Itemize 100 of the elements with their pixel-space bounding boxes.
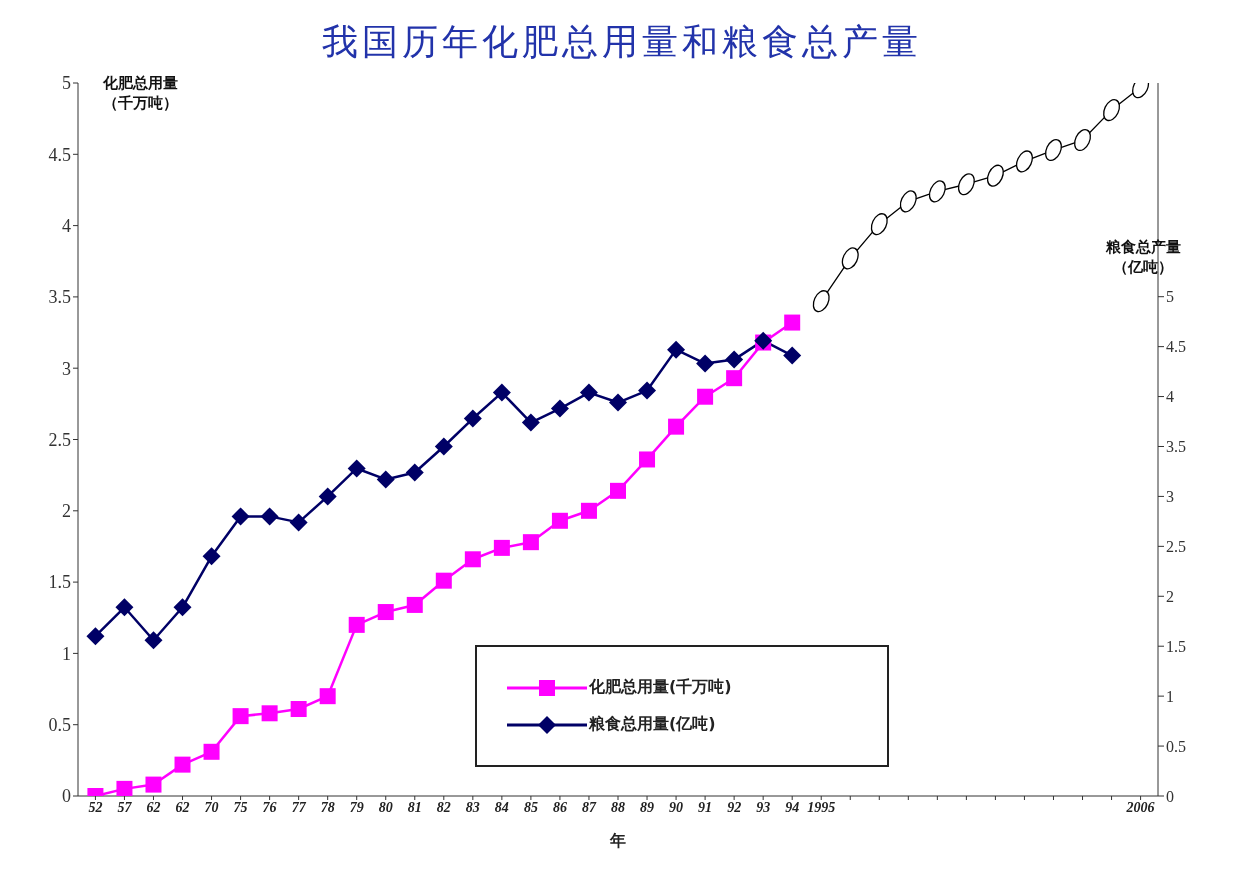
point bbox=[434, 437, 453, 456]
point bbox=[696, 354, 715, 373]
y2-tick-label: 0 bbox=[1166, 787, 1174, 805]
point bbox=[202, 547, 221, 566]
y-axis-title: 化肥总用量（千万吨） bbox=[102, 74, 178, 112]
point bbox=[841, 247, 859, 270]
point bbox=[783, 346, 802, 365]
y-tick-label: 1 bbox=[62, 643, 71, 664]
legend-label: 化肥总用量(千万吨) bbox=[589, 677, 732, 698]
point bbox=[928, 180, 946, 203]
y-tick-label: 3 bbox=[62, 358, 71, 379]
x-tick-label: 62 bbox=[175, 799, 190, 815]
x-tick-label: 78 bbox=[320, 799, 335, 815]
point bbox=[290, 701, 307, 718]
x-tick-label: 85 bbox=[523, 799, 538, 815]
x-tick-label: 79 bbox=[349, 799, 364, 815]
y-tick-label: 2.5 bbox=[48, 429, 71, 450]
point bbox=[726, 370, 743, 387]
point bbox=[550, 399, 569, 418]
x-tick-label: 94 bbox=[785, 799, 800, 815]
point bbox=[86, 627, 105, 646]
y2-tick-label: 2 bbox=[1166, 587, 1174, 605]
point bbox=[812, 290, 830, 313]
y2-tick-label: 2.5 bbox=[1166, 538, 1186, 556]
y-tick-label: 3.5 bbox=[48, 287, 71, 308]
point bbox=[232, 708, 249, 725]
point bbox=[1015, 150, 1033, 173]
point bbox=[406, 596, 423, 613]
point bbox=[289, 513, 308, 532]
point bbox=[260, 507, 279, 526]
y-tick-label: 5 bbox=[62, 73, 71, 94]
y2-tick-label: 3 bbox=[1166, 488, 1174, 506]
point bbox=[116, 780, 133, 796]
x-tick-label: 76 bbox=[262, 799, 277, 815]
point bbox=[1044, 138, 1062, 162]
y2-tick-label: 4.5 bbox=[1166, 338, 1186, 356]
x-tick-label: 70 bbox=[204, 799, 219, 815]
point bbox=[784, 314, 801, 331]
point bbox=[144, 631, 163, 650]
x-tick-label: 75 bbox=[233, 799, 248, 815]
point bbox=[957, 173, 975, 196]
point bbox=[261, 705, 278, 722]
point bbox=[580, 502, 597, 519]
y2-tick-label: 1 bbox=[1166, 687, 1174, 705]
point bbox=[463, 409, 482, 428]
point bbox=[551, 512, 568, 529]
point bbox=[668, 418, 685, 435]
x-tick-label: 90 bbox=[669, 799, 684, 815]
x-tick-label: 87 bbox=[581, 799, 597, 815]
point bbox=[348, 616, 365, 633]
x-tick-label: 93 bbox=[756, 799, 771, 815]
y-tick-label: 4 bbox=[62, 215, 71, 236]
x-tick-label: 1995 bbox=[807, 799, 836, 815]
point bbox=[639, 451, 656, 468]
point bbox=[610, 482, 626, 499]
point bbox=[405, 463, 424, 482]
x-tick-label: 2006 bbox=[1125, 799, 1155, 815]
y2-tick-label: 5 bbox=[1166, 288, 1174, 306]
x-axis-title: 年 bbox=[609, 831, 626, 850]
x-tick-label: 82 bbox=[436, 799, 451, 815]
point bbox=[174, 756, 191, 773]
point bbox=[318, 487, 337, 506]
point bbox=[464, 551, 481, 568]
point bbox=[521, 413, 540, 432]
x-tick-label: 84 bbox=[494, 799, 509, 815]
y2-tick-label: 3.5 bbox=[1166, 438, 1186, 456]
point bbox=[870, 213, 888, 236]
y-tick-label: 0.5 bbox=[48, 715, 71, 736]
x-tick-label: 52 bbox=[88, 799, 103, 815]
point bbox=[1103, 99, 1121, 122]
point bbox=[347, 459, 366, 478]
point bbox=[725, 350, 744, 369]
point bbox=[115, 598, 134, 617]
x-tick-label: 62 bbox=[146, 799, 161, 815]
point bbox=[493, 539, 510, 556]
x-tick-label: 89 bbox=[640, 799, 655, 815]
point bbox=[638, 381, 657, 400]
point bbox=[697, 388, 714, 405]
point bbox=[173, 598, 192, 617]
point bbox=[899, 190, 917, 213]
point bbox=[522, 534, 539, 551]
legend-label: 粮食总用量(亿吨) bbox=[589, 714, 716, 735]
y-tick-label: 4.5 bbox=[48, 144, 71, 165]
point bbox=[203, 743, 220, 760]
x-tick-label: 91 bbox=[698, 799, 713, 815]
x-tick-label: 80 bbox=[378, 799, 393, 815]
point bbox=[579, 383, 598, 402]
point bbox=[986, 164, 1004, 187]
x-tick-label: 57 bbox=[117, 799, 133, 815]
point bbox=[667, 340, 686, 359]
y-tick-label: 2 bbox=[62, 501, 71, 522]
x-tick-label: 86 bbox=[552, 799, 567, 815]
y2-tick-label: 4 bbox=[1166, 388, 1174, 406]
point bbox=[319, 688, 336, 705]
x-tick-label: 77 bbox=[291, 799, 307, 815]
y2-tick-label: 0.5 bbox=[1166, 737, 1186, 755]
point bbox=[609, 393, 627, 412]
point bbox=[492, 383, 511, 402]
point bbox=[231, 507, 250, 526]
y2-tick-label: 1.5 bbox=[1166, 637, 1186, 655]
